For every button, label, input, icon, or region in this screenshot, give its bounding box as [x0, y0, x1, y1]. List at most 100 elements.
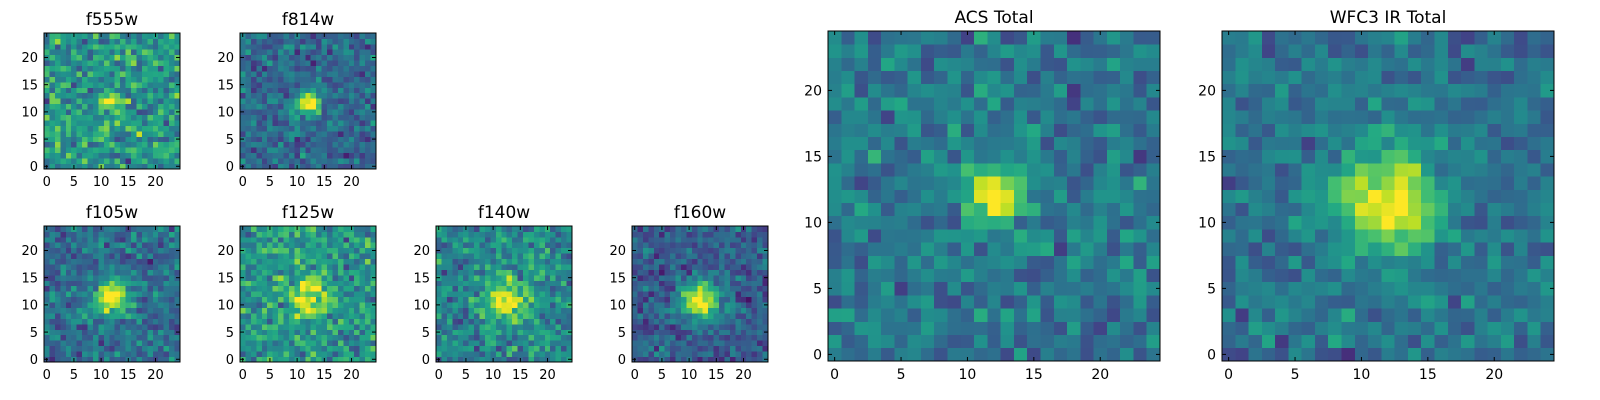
- heatmap-cell: [1341, 242, 1356, 256]
- heatmap-cell: [632, 253, 638, 260]
- heatmap-cell: [147, 163, 154, 170]
- heatmap-cell: [299, 98, 306, 105]
- heatmap-cell: [359, 158, 366, 164]
- heatmap-cell: [1222, 347, 1236, 362]
- heatmap-cell: [724, 345, 731, 352]
- heatmap-cell: [163, 329, 170, 336]
- heatmap-cell: [169, 247, 175, 254]
- heatmap-cell: [881, 347, 895, 362]
- heatmap-cell: [675, 345, 682, 352]
- heatmap-cell: [506, 253, 513, 260]
- heatmap-cell: [484, 285, 491, 292]
- heatmap-cell: [987, 321, 1002, 335]
- heatmap-cell: [125, 269, 132, 276]
- heatmap-cell: [136, 60, 143, 67]
- heatmap-cell: [299, 253, 306, 260]
- heatmap-cell: [446, 291, 453, 298]
- heatmap-cell: [245, 49, 252, 56]
- heatmap-cell: [762, 226, 769, 232]
- heatmap-cell: [343, 114, 350, 121]
- heatmap-cell: [974, 229, 988, 243]
- heatmap-cell: [841, 268, 855, 283]
- heatmap-cell: [555, 231, 562, 238]
- heatmap-cell: [637, 226, 644, 232]
- heatmap-cell: [1040, 149, 1055, 164]
- heatmap-cell: [76, 285, 83, 292]
- heatmap-cell: [240, 345, 246, 352]
- heatmap-cell: [71, 258, 78, 265]
- heatmap-cell: [1053, 229, 1068, 243]
- heatmap-cell: [299, 49, 306, 56]
- heatmap-cell: [283, 120, 290, 126]
- heatmap-cell: [436, 296, 442, 303]
- heatmap-cell: [60, 280, 67, 287]
- heatmap-cell: [343, 163, 350, 170]
- y-tick-label: 15: [217, 78, 234, 93]
- heatmap-cell: [370, 345, 377, 352]
- heatmap-cell: [828, 321, 842, 335]
- heatmap-cell: [702, 329, 709, 336]
- heatmap-cell: [98, 291, 105, 298]
- heatmap-cell: [441, 334, 448, 341]
- heatmap-cell: [670, 334, 676, 341]
- heatmap-cell: [1053, 189, 1068, 203]
- heatmap-cell: [65, 356, 72, 363]
- heatmap-cell: [310, 340, 317, 347]
- heatmap-cell: [76, 296, 83, 303]
- heatmap-cell: [1434, 321, 1449, 335]
- heatmap-cell: [332, 296, 339, 303]
- heatmap-cell: [310, 236, 317, 243]
- heatmap-cell: [294, 253, 301, 260]
- heatmap-cell: [87, 269, 94, 276]
- heatmap-cell: [71, 71, 78, 77]
- heatmap-cell: [294, 307, 301, 314]
- heatmap-cell: [1040, 202, 1055, 217]
- heatmap-cell: [934, 57, 948, 71]
- heatmap-cell: [359, 242, 366, 249]
- heatmap-cell: [327, 242, 333, 249]
- heatmap-cell: [120, 65, 126, 72]
- heatmap-cell: [1133, 215, 1148, 230]
- heatmap-cell: [446, 351, 453, 357]
- heatmap-cell: [365, 307, 371, 314]
- heatmap-cell: [158, 345, 165, 352]
- heatmap-cell: [670, 340, 676, 347]
- heatmap-cell: [343, 141, 350, 148]
- heatmap-cell: [272, 136, 279, 143]
- heatmap-cell: [474, 247, 480, 254]
- heatmap-cell: [272, 274, 279, 281]
- heatmap-cell: [103, 60, 110, 67]
- heatmap-cell: [1093, 215, 1108, 230]
- heatmap-cell: [163, 226, 170, 232]
- heatmap-cell: [517, 280, 524, 287]
- heatmap-cell: [327, 152, 333, 159]
- heatmap-cell: [272, 307, 279, 314]
- heatmap-cell: [60, 141, 67, 148]
- heatmap-cell: [1434, 163, 1449, 177]
- heatmap-cell: [283, 71, 290, 77]
- heatmap-cell: [240, 158, 246, 164]
- heatmap-cell: [245, 313, 252, 319]
- heatmap-cell: [637, 231, 644, 238]
- heatmap-cell: [1248, 321, 1263, 335]
- heatmap-cell: [664, 356, 671, 363]
- heatmap-cell: [1261, 281, 1276, 296]
- heatmap-cell: [1341, 308, 1356, 322]
- heatmap-cell: [103, 318, 110, 325]
- heatmap-cell: [1133, 97, 1148, 111]
- heatmap-cell: [1133, 202, 1148, 217]
- heatmap-cell: [452, 285, 459, 292]
- heatmap-cell: [457, 226, 464, 232]
- heatmap-cell: [261, 302, 268, 308]
- heatmap-cell: [337, 351, 344, 357]
- heatmap-cell: [523, 280, 529, 287]
- heatmap-cell: [1133, 242, 1148, 256]
- heatmap-cell: [343, 345, 350, 352]
- heatmap-cell: [92, 120, 99, 126]
- heatmap-cell: [894, 242, 909, 256]
- heatmap-cell: [250, 345, 257, 352]
- heatmap-cell: [245, 307, 252, 314]
- heatmap-cell: [436, 313, 442, 319]
- heatmap-cell: [1000, 163, 1015, 177]
- heatmap-cell: [60, 38, 67, 45]
